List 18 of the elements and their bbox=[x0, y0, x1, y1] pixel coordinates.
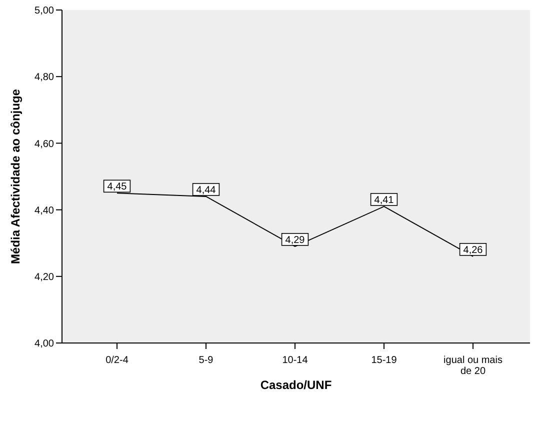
x-tick-label: 0/2-4 bbox=[106, 355, 129, 366]
x-tick-label: 10-14 bbox=[282, 355, 308, 366]
y-axis-title: Média Afectividade ao cônjuge bbox=[8, 88, 22, 264]
x-tick-label: 15-19 bbox=[371, 355, 398, 366]
y-tick-label: 4,60 bbox=[34, 138, 54, 150]
data-label: 4,45 bbox=[107, 182, 128, 193]
y-tick-label: 4,20 bbox=[34, 272, 54, 283]
y-tick-label: 4,80 bbox=[34, 72, 54, 84]
data-label: 4,26 bbox=[463, 244, 484, 256]
x-tick-label: igual ou mais de 20 bbox=[444, 355, 502, 377]
data-label: 4,41 bbox=[374, 194, 394, 206]
data-label: 4,44 bbox=[196, 184, 216, 196]
y-tick-label: 5,00 bbox=[34, 6, 54, 17]
y-tick-label: 4,40 bbox=[34, 205, 54, 216]
data-label: 4,29 bbox=[285, 234, 306, 246]
x-axis-title: Casado/UNF bbox=[260, 378, 332, 392]
y-tick-label: 4,00 bbox=[34, 338, 54, 350]
x-tick-label: 5-9 bbox=[198, 355, 214, 366]
